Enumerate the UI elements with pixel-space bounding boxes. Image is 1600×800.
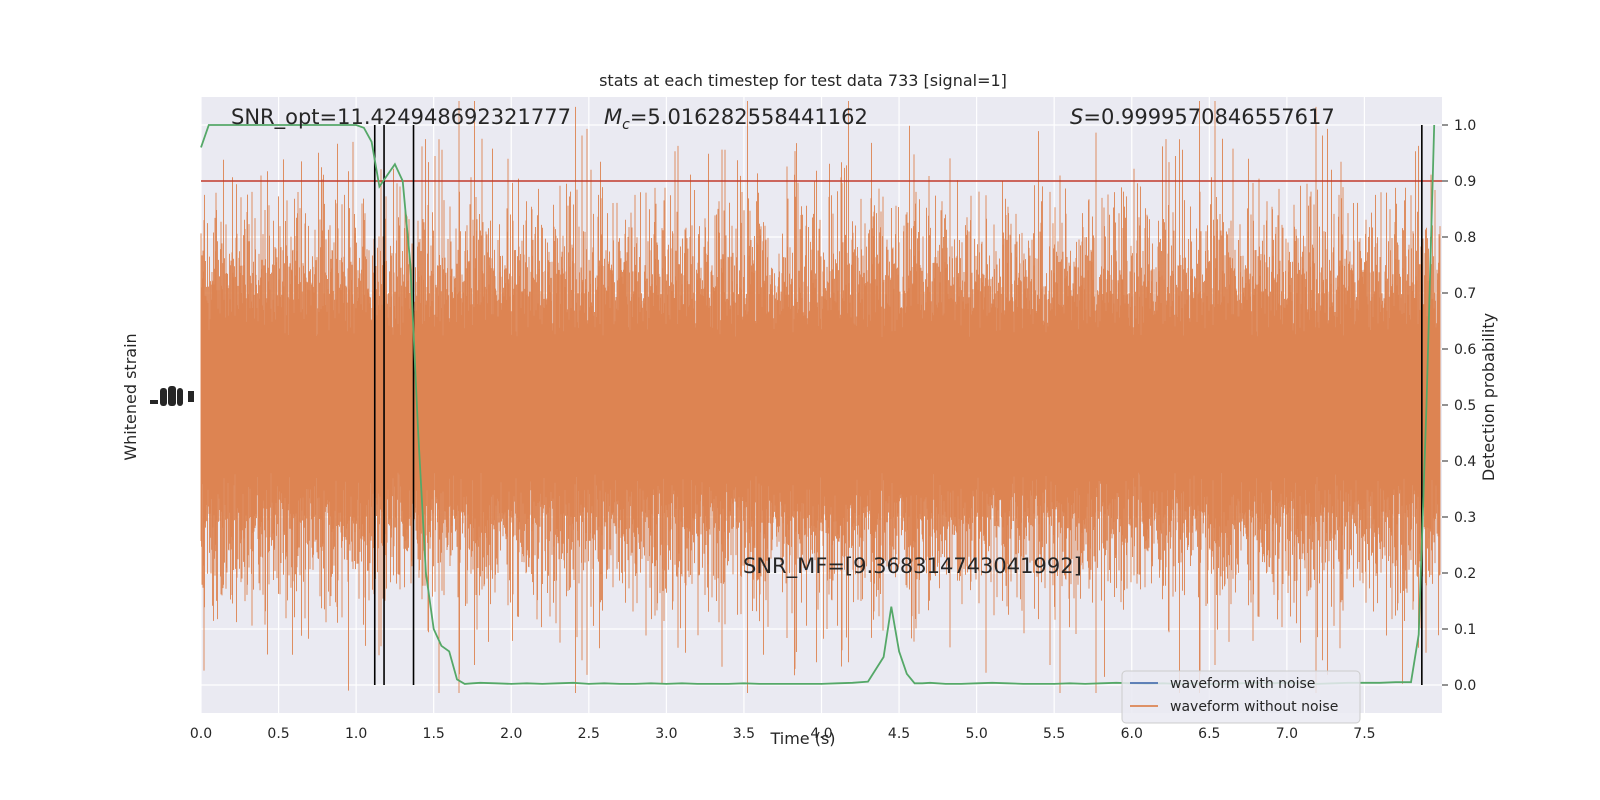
y-axis-right-label: Detection probability [1479,313,1498,481]
chart-title: stats at each timestep for test data 733… [599,71,1007,90]
legend-label-with-noise: waveform with noise [1170,676,1315,692]
y-tick-label: 0.8 [1454,230,1476,246]
y-tick-label: 0.7 [1454,286,1476,302]
y-right-tick-labels: 0.0 0.1 0.2 0.3 0.4 0.5 0.6 0.7 0.8 0.9 1.0 [1442,118,1476,694]
legend-box [1121,670,1361,724]
x-tick-label: 2.5 [578,726,600,742]
y-tick-label: 0.0 [1454,678,1476,694]
x-tick-label: 5.0 [965,726,987,742]
chirp-mass-annotation: Mc=5.016282558441162 [604,105,868,133]
x-tick-label: 7.5 [1353,726,1375,742]
x-axis-label: Time (s) [769,729,835,748]
strain-series [200,101,1441,693]
y-tick-label: 0.6 [1454,342,1476,358]
y-tick-label: 0.5 [1454,398,1476,414]
x-tick-label: 0.5 [267,726,289,742]
y-axis-left-label: Whitened strain [121,333,140,460]
x-tick-label: 2.0 [500,726,522,742]
snr-opt-annotation: SNR_opt=11.424948692321777 [231,105,571,130]
x-tick-label: 3.5 [733,726,755,742]
x-tick-label: 4.0 [810,726,832,742]
y-tick-label: 0.9 [1454,174,1476,190]
x-tick-label: 4.5 [888,726,910,742]
x-tick-label: 0.0 [190,726,212,742]
x-tick-label: 6.5 [1198,726,1220,742]
y-tick-label: 1.0 [1454,118,1476,134]
x-tick-label: 1.5 [423,726,445,742]
marker-vlines [373,125,1423,685]
x-tick-labels: 0.0 0.5 1.0 1.5 2.0 2.5 3.0 3.5 4.0 4.5 5.0 5.5 6.0 6… [190,726,1376,742]
x-tick-label: 5.5 [1043,726,1065,742]
snr-mf-annotation: SNR_MF=[9.368314743041992] [743,554,1082,579]
legend: waveform with noise waveform without noi… [1121,670,1361,724]
left-axis-garbled-ticks [150,386,194,406]
strain-trace [200,101,1441,693]
x-tick-label: 7.0 [1276,726,1298,742]
y-tick-label: 0.2 [1454,566,1476,582]
y-tick-label: 0.4 [1454,454,1476,470]
x-tick-label: 6.0 [1121,726,1143,742]
s-score-annotation: S=0.9999570846557617 [1070,105,1335,129]
x-tick-label: 1.0 [345,726,367,742]
y-tick-label: 0.1 [1454,622,1476,638]
y-tick-label: 0.3 [1454,510,1476,526]
x-tick-label: 3.0 [655,726,677,742]
legend-label-without-noise: waveform without noise [1170,699,1338,715]
